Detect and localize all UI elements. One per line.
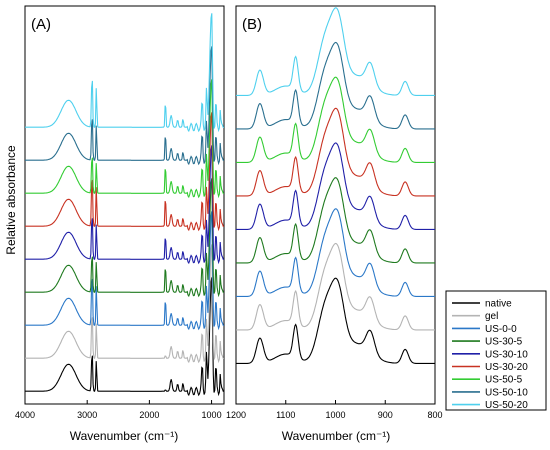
panel-b-series-us-50-10 (236, 41, 435, 130)
panel-b-tick-label: 800 (427, 410, 442, 420)
y-axis-label: Relative absorbance (4, 145, 18, 255)
legend-label: US-30-20 (485, 362, 528, 373)
panel-b-x-ticks: 1200 1100 1000 900 800 (226, 400, 443, 420)
panel-a-frame (24, 5, 225, 405)
panel-a-series-us-50-20 (25, 13, 225, 133)
legend-label: gel (485, 311, 498, 322)
panel-a-x-ticks: 4000 3000 2000 1000 (15, 400, 222, 420)
panel-a-series (25, 13, 225, 397)
panel-a-series-gel (25, 244, 225, 364)
panel-b-tick-label: 900 (378, 410, 393, 420)
panel-b-x-axis-label: Wavenumber (cm⁻¹) (282, 429, 391, 443)
panel-a-series-native (25, 277, 225, 397)
panel-b-series (236, 7, 435, 364)
panel-a-series-us-30-20 (25, 112, 225, 232)
legend-label: US-50-20 (485, 400, 528, 411)
panel-b-series-gel (236, 242, 435, 331)
panel-a-tick-label: 4000 (15, 410, 35, 420)
panel-b-series-us-50-20 (236, 7, 435, 96)
panel-a-series-us-30-5 (25, 178, 225, 298)
legend-label: US-50-5 (485, 375, 523, 386)
panel-b-tick-label: 1200 (226, 410, 246, 420)
panel-b-series-us-30-10 (236, 142, 435, 230)
panel-a-series-us-30-10 (25, 145, 225, 265)
panel-b-series-us-30-20 (236, 107, 435, 197)
legend-label: US-30-5 (485, 337, 523, 348)
panel-b-series-us-0-0 (236, 208, 435, 297)
panel-a-series-us-0-0 (25, 211, 225, 331)
panel-b-series-us-30-5 (236, 177, 435, 264)
legend-label: US-0-0 (485, 324, 517, 335)
legend-frame (445, 290, 547, 411)
panel-b-series-native (236, 277, 435, 364)
panel-a-tick-label: 3000 (77, 410, 97, 420)
panel-a-tick-label: 2000 (139, 410, 159, 420)
panel-b-series-us-50-5 (236, 76, 435, 163)
panel-a: (A) 4000 3000 2000 1000 Wavenumber (cm⁻¹) (15, 5, 225, 443)
panel-b-label: (B) (242, 16, 262, 33)
panel-a-series-us-50-10 (25, 46, 225, 166)
panel-a-series-us-50-5 (25, 79, 225, 199)
panel-a-tick-label: 1000 (202, 410, 222, 420)
legend-label: US-30-10 (485, 349, 528, 360)
panel-a-label: (A) (31, 16, 51, 33)
legend-label: native (485, 299, 512, 310)
panel-b-tick-label: 1000 (325, 410, 345, 420)
panel-a-x-axis-label: Wavenumber (cm⁻¹) (70, 429, 179, 443)
legend-label: US-50-10 (485, 387, 528, 398)
panel-b: (B) 1200 1100 1000 900 800 Wavenumber (cm⁻¹) (226, 5, 443, 443)
panel-b-tick-label: 1100 (276, 410, 295, 420)
